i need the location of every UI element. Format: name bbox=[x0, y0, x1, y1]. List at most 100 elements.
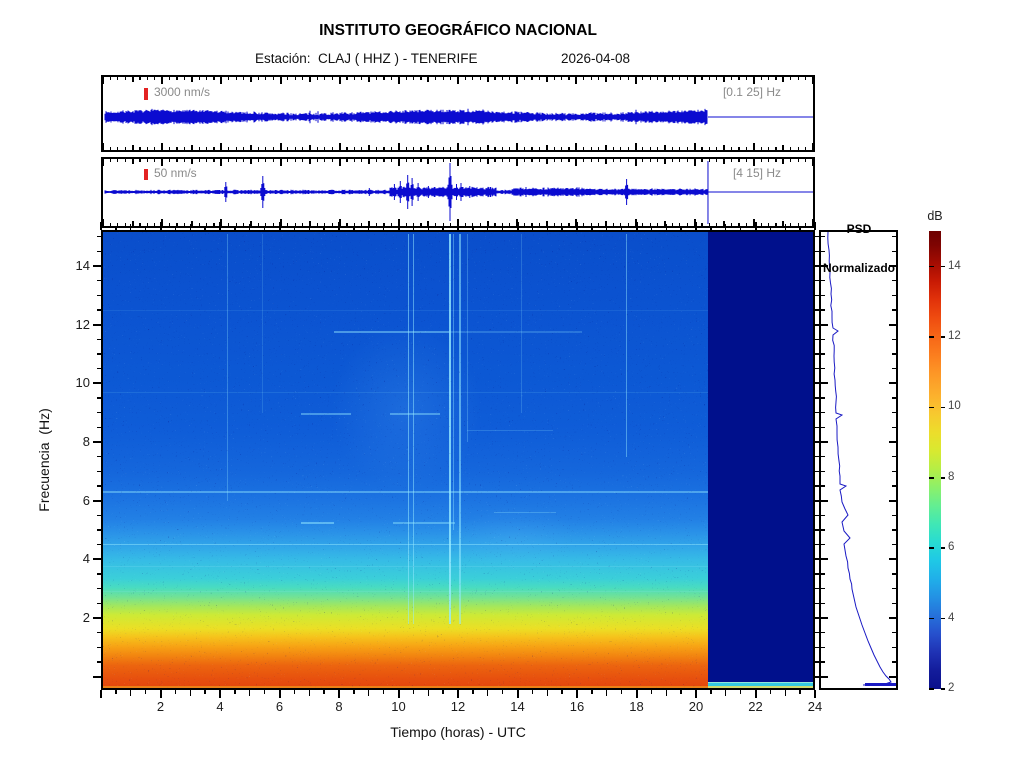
tick-mark bbox=[516, 222, 519, 230]
tick-mark bbox=[97, 573, 101, 575]
panel-tick bbox=[545, 159, 548, 164]
psd-tick bbox=[892, 485, 896, 487]
panel-tick bbox=[479, 159, 481, 162]
tick-mark bbox=[189, 690, 191, 696]
panel-tick bbox=[390, 147, 393, 150]
panel-tick bbox=[583, 77, 585, 80]
panel-tick bbox=[338, 159, 341, 166]
panel-tick bbox=[671, 223, 674, 226]
psd-tick bbox=[821, 675, 828, 678]
panel-tick bbox=[272, 77, 274, 80]
panel-tick bbox=[745, 147, 748, 150]
panel-tick bbox=[686, 147, 688, 150]
trace-panel-broadband: 3000 nm/s [0.1 25] Hz bbox=[101, 75, 815, 152]
panel-tick bbox=[775, 77, 777, 80]
panel-tick bbox=[627, 147, 629, 150]
tick-mark bbox=[591, 226, 593, 230]
tick-mark bbox=[531, 690, 534, 694]
tick-mark bbox=[815, 265, 821, 268]
panel-tick bbox=[154, 147, 156, 150]
tick-mark bbox=[97, 338, 101, 341]
panel-tick bbox=[361, 223, 363, 226]
panel-tick bbox=[154, 77, 156, 80]
psd-tick bbox=[821, 514, 825, 517]
tick-mark bbox=[815, 236, 819, 238]
tick-mark bbox=[353, 690, 355, 694]
tick-mark bbox=[338, 690, 340, 698]
panel-tick bbox=[383, 223, 385, 226]
tick-mark bbox=[457, 690, 459, 698]
panel-tick bbox=[220, 77, 223, 84]
panel-tick bbox=[790, 159, 792, 162]
tick-mark bbox=[97, 602, 101, 605]
panel-tick bbox=[708, 147, 711, 150]
tick-mark bbox=[665, 224, 667, 230]
panel-tick bbox=[346, 159, 348, 162]
panel-tick bbox=[435, 223, 437, 226]
tick-mark bbox=[97, 631, 101, 634]
panel-tick bbox=[405, 147, 407, 150]
panel-tick bbox=[205, 159, 208, 162]
panel-tick bbox=[131, 145, 134, 150]
panel-tick bbox=[338, 143, 341, 150]
panel-tick bbox=[612, 147, 614, 150]
tick-mark bbox=[739, 690, 742, 694]
panel-tick bbox=[109, 223, 111, 226]
tick-mark bbox=[219, 222, 221, 230]
panel-tick bbox=[161, 219, 164, 226]
panel-tick bbox=[523, 147, 526, 150]
tick-mark bbox=[725, 224, 727, 230]
tick-mark bbox=[97, 309, 101, 311]
panel-tick bbox=[775, 159, 777, 162]
panel-tick bbox=[413, 147, 415, 150]
panel-tick bbox=[168, 147, 171, 150]
colorbar-tick bbox=[929, 547, 934, 549]
panel-tick bbox=[797, 77, 799, 80]
psd-tick bbox=[892, 470, 896, 473]
psd-tick bbox=[821, 382, 828, 385]
panel-tick bbox=[760, 159, 762, 162]
panel-tick bbox=[117, 223, 119, 226]
panel-tick bbox=[723, 77, 726, 82]
panel-tick bbox=[531, 77, 533, 80]
panel-tick bbox=[657, 159, 659, 162]
colorbar-tick bbox=[929, 617, 934, 620]
panel-tick bbox=[486, 145, 489, 150]
panel-tick bbox=[782, 221, 785, 226]
panel-tick bbox=[686, 159, 688, 162]
psd-tick bbox=[821, 367, 825, 370]
psd-curve bbox=[827, 232, 896, 686]
panel-tick bbox=[168, 159, 171, 162]
psd-tick bbox=[892, 631, 896, 634]
panel-tick bbox=[686, 223, 688, 226]
panel-tick bbox=[486, 159, 489, 164]
panel-tick bbox=[590, 147, 592, 150]
panel-tick bbox=[805, 77, 807, 80]
panel-tick bbox=[701, 159, 703, 162]
panel-tick bbox=[731, 147, 733, 150]
psd-tick bbox=[821, 529, 825, 531]
psd-tick bbox=[892, 602, 896, 605]
trace2-waveform bbox=[104, 161, 813, 224]
panel-tick bbox=[494, 223, 496, 226]
panel-tick bbox=[523, 77, 526, 80]
tick-mark bbox=[278, 222, 281, 230]
y-axis-title: Frecuencia (Hz) bbox=[36, 408, 52, 512]
panel-tick bbox=[679, 147, 681, 150]
panel-tick bbox=[716, 147, 718, 150]
psd-tick bbox=[821, 543, 825, 546]
panel-tick bbox=[545, 221, 548, 226]
panel-tick bbox=[257, 223, 259, 226]
panel-tick bbox=[405, 223, 407, 226]
panel-tick bbox=[390, 159, 393, 162]
scale-bar-marker bbox=[144, 88, 148, 100]
panel-tick bbox=[154, 223, 156, 226]
panel-tick bbox=[183, 223, 185, 226]
panel-tick bbox=[353, 223, 356, 226]
panel-tick bbox=[708, 159, 711, 162]
panel-tick bbox=[531, 147, 533, 150]
date-label: 2026-04-08 bbox=[561, 51, 631, 66]
panel-tick bbox=[731, 77, 733, 80]
psd-tick bbox=[821, 631, 825, 634]
panel-tick bbox=[701, 77, 703, 80]
